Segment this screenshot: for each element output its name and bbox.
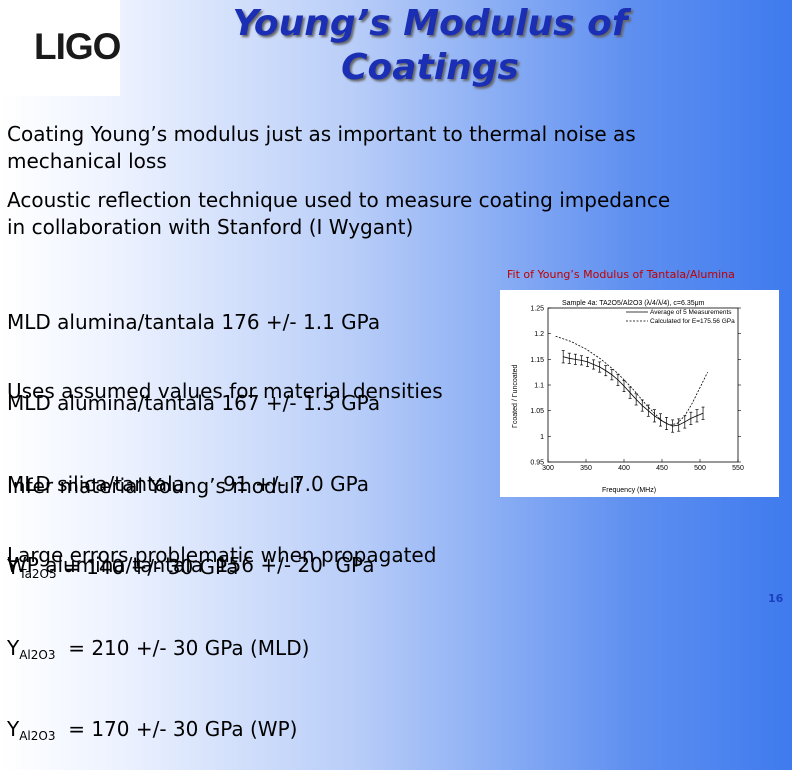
y-tick-label: 1.1 xyxy=(534,383,544,390)
y-tick-label: 1 xyxy=(540,434,544,441)
x-tick-label: 400 xyxy=(618,465,630,472)
bullet-acoustic-reflection: Acoustic reflection technique used to me… xyxy=(7,188,671,239)
modulus-row: YAl2O3 = 170 +/- 30 GPa (WP) xyxy=(7,717,298,743)
figure-caption: Fit of Young’s Modulus of Tantala/Alumin… xyxy=(507,268,735,281)
legend-calc: Calculated for E=175.56 GPa xyxy=(650,318,735,325)
modulus-fit-chart: Sample 4a: TA2O5/Al2O3 (λ/4/λ/4), c=6.35… xyxy=(512,300,744,494)
y-tick-label: 1.05 xyxy=(530,408,544,415)
y-tick-label: 1.25 xyxy=(530,306,544,313)
bullet-youngs-modulus: Coating Young’s modulus just as importan… xyxy=(7,122,636,173)
measurement-list: MLD alumina/tantala 176 +/- 1.1 GPa MLD … xyxy=(7,255,380,606)
legend-measured: Average of 5 Measurements xyxy=(650,309,732,316)
measurement-row: MLD alumina/tantala 167 +/- 1.3 GPa xyxy=(7,391,381,415)
calculated-curve xyxy=(555,335,708,426)
x-tick-label: 350 xyxy=(580,465,592,472)
title-line-1: Young’s Modulus of xyxy=(232,3,628,44)
measurement-row: WP alumina/tantala 156 +/- 20 GPa xyxy=(7,553,375,577)
y-tick-label: 1.2 xyxy=(534,331,544,338)
measurement-row: MLD silica/tantala 91 +/- 7.0 GPa xyxy=(7,472,370,496)
assumed-densities-note: Uses assumed values for material densiti… xyxy=(7,379,443,403)
modulus-row: YAl2O3 = 210 +/- 30 GPa (MLD) xyxy=(7,636,310,662)
x-axis-label: Frequency (MHz) xyxy=(602,487,656,494)
inferred-heading: Infer material Young’s moduli xyxy=(7,474,301,498)
modulus-row: YTa2O5 = 140 +/- 30 GPa xyxy=(7,555,239,581)
y-tick-label: 1.15 xyxy=(530,357,544,364)
large-errors-note: Large errors problematic when propagated xyxy=(7,543,437,567)
x-tick-label: 450 xyxy=(656,465,668,472)
x-tick-label: 300 xyxy=(542,465,554,472)
slide-title: Young’s Modulus of Coatings xyxy=(150,2,710,90)
y-tick-label: 0.95 xyxy=(530,460,544,467)
modulus-fit-figure: Sample 4a: TA2O5/Al2O3 (λ/4/λ/4), c=6.35… xyxy=(500,290,779,497)
plot-title: Sample 4a: TA2O5/Al2O3 (λ/4/λ/4), c=6.35… xyxy=(562,300,705,307)
x-tick-label: 500 xyxy=(694,465,706,472)
inferred-moduli: Infer material Young’s moduli YTa2O5 = 1… xyxy=(7,419,309,770)
x-tick-label: 550 xyxy=(732,465,744,472)
page-number: 16 xyxy=(768,592,784,605)
measurement-row: MLD alumina/tantala 176 +/- 1.1 GPa xyxy=(7,310,381,334)
y-axis-label: Γcoated / Γuncoated xyxy=(512,365,519,428)
logo-box: LIGO xyxy=(0,0,120,96)
measured-curve xyxy=(563,356,704,427)
plot-frame xyxy=(547,307,739,463)
ligo-logo: LIGO xyxy=(34,26,120,67)
title-line-2: Coatings xyxy=(341,47,519,88)
